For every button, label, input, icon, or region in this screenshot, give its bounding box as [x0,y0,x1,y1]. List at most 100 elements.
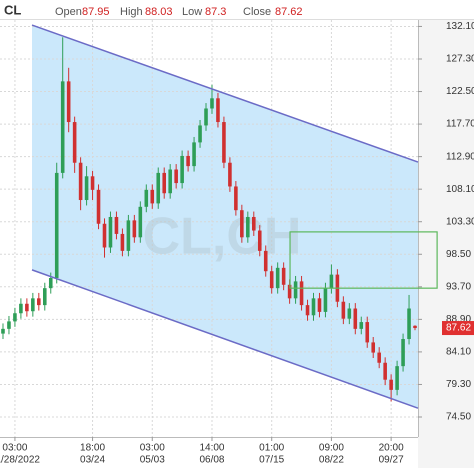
candle-body [401,339,405,367]
candle-body [37,298,41,306]
candle-body [323,288,328,312]
x-tick-label: 03:00 [2,443,27,454]
candle-body [204,108,208,126]
candle-body [120,233,125,251]
y-tick-label: 74.50 [446,412,471,423]
candle-body [162,172,167,194]
candle-body [389,379,393,390]
x-tick-label: 08/22 [319,455,344,466]
candle-body [251,216,256,231]
candle-body [305,305,310,316]
candle-body [198,125,202,143]
y-tick-label: 93.70 [446,281,471,292]
candle-body [1,328,5,334]
x-tick-label: 14:00 [199,443,224,454]
candle-body [210,98,214,109]
x-tick-label: 01:00 [259,443,284,454]
candle-body [102,223,107,248]
y-tick-label: 132.10 [446,21,474,32]
candle-body [72,122,77,163]
candle-body [234,186,238,211]
candle-body [395,366,399,390]
header-value: 88.03 [145,6,173,18]
candle-body [353,308,358,329]
y-tick-label: 98.50 [446,249,471,260]
candle-body [365,322,370,343]
candle-body [287,284,292,299]
candle-body [13,313,17,322]
candle-body [240,210,244,238]
x-tick-label: 06/08 [199,455,224,466]
candle-body [156,172,161,204]
candle-body [42,288,47,306]
candle-body [317,298,322,312]
candle-body [174,169,178,184]
x-tick-label: 07/15 [259,455,284,466]
candle-body [7,321,11,329]
candle-body [299,281,304,306]
axis-panel [418,20,474,468]
y-tick-label: 88.90 [446,314,471,325]
last-price-label: 87.62 [446,323,471,334]
candle-body [359,322,364,329]
y-tick-label: 79.30 [446,379,471,390]
candle-body [180,155,184,184]
channel-area [32,25,418,409]
x-tick-label: 05/03 [140,455,165,466]
y-tick-label: 112.90 [446,151,474,162]
candle-body [216,98,220,123]
candle-body [132,220,137,238]
y-tick-label: 117.70 [446,119,474,130]
candle-body [263,250,268,272]
candle-body [66,81,71,123]
candle-body [329,274,334,289]
candle-body [25,303,29,312]
header-label: Low [182,6,202,18]
y-tick-label: 127.30 [446,54,474,65]
candle-body [138,206,143,238]
y-tick-label: 103.30 [446,216,474,227]
candle-body [311,298,316,316]
candle-body [78,162,83,201]
candle-body [19,303,23,314]
candle-body [186,155,190,167]
candle-body [60,81,65,173]
candle-body [31,298,35,312]
candle-body [269,271,274,289]
header-value: 87.95 [82,6,110,18]
candle-body [150,189,155,204]
candle-body [341,301,346,319]
channel-line [31,269,419,409]
candle-body [228,162,232,187]
x-tick-label: 03:00 [140,443,165,454]
candle-body [281,267,286,285]
candle-body [192,142,196,167]
x-tick-label: 09:00 [319,443,344,454]
header-label: Close [243,6,271,18]
y-tick-label: 84.10 [446,347,471,358]
candle-body [407,308,411,340]
candle-body [126,220,131,251]
x-tick-label: 09/27 [379,455,404,466]
candle-body [90,176,95,190]
candle-body [413,325,417,329]
candle-body [377,352,381,363]
header-value: 87.62 [275,6,303,18]
y-tick-label: 122.50 [446,86,474,97]
y-tick-label: 108.10 [446,184,474,195]
candle-body [275,267,280,289]
candle-body [383,362,387,380]
candle-body [54,172,59,278]
candle-body [246,216,250,238]
candle-body [96,189,101,224]
x-tick-label: 03/24 [80,455,105,466]
x-tick-label: 01/28/2022 [0,455,40,466]
symbol: CL [4,2,21,17]
watermark: CL,CH [143,208,302,266]
x-tick-label: 18:00 [80,443,105,454]
last-price-tag [442,321,474,336]
header-label: High [120,6,143,18]
candle-body [48,277,53,289]
x-tick-label: 20:00 [379,443,404,454]
